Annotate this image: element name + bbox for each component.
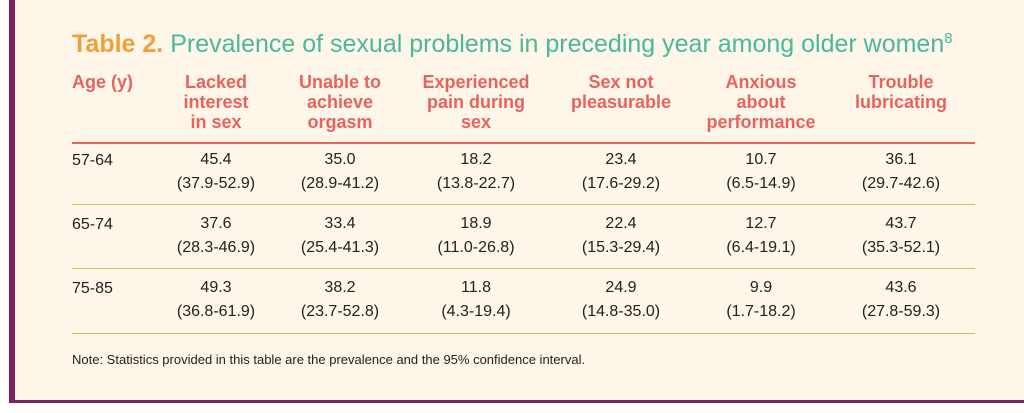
prevalence-value: 24.9 xyxy=(605,279,637,296)
age-cell: 75-85 xyxy=(72,280,113,297)
prevalence-value: 18.2 xyxy=(460,151,492,168)
column-header-2: Unable to achieve orgasm xyxy=(298,72,381,132)
prevalence-value: 49.3 xyxy=(200,279,232,296)
confidence-interval: (27.8-59.3) xyxy=(861,303,941,320)
data-cell: 22.4 (15.3-29.4) xyxy=(551,214,691,258)
data-cell: 11.8 (4.3-19.4) xyxy=(406,278,546,322)
data-cell: 18.2 (13.8-22.7) xyxy=(406,150,546,194)
prevalence-value: 18.9 xyxy=(460,215,492,232)
confidence-interval: (23.7-52.8) xyxy=(300,303,380,320)
table-panel: Table 2. Prevalence of sexual problems i… xyxy=(9,0,1024,403)
data-cell: 36.1 (29.7-42.6) xyxy=(831,150,971,194)
confidence-interval: (36.8-61.9) xyxy=(176,303,256,320)
row-divider xyxy=(72,268,975,269)
data-cell: 37.6 (28.3-46.9) xyxy=(146,214,286,258)
reference-marker: 8 xyxy=(944,30,953,47)
data-cell: 23.4 (17.6-29.2) xyxy=(551,150,691,194)
row-divider xyxy=(72,333,975,334)
age-cell: 65-74 xyxy=(72,216,113,233)
confidence-interval: (13.8-22.7) xyxy=(436,175,516,192)
data-cell: 49.3 (36.8-61.9) xyxy=(146,278,286,322)
confidence-interval: (4.3-19.4) xyxy=(441,303,511,320)
prevalence-value: 35.0 xyxy=(324,151,356,168)
confidence-interval: (11.0-26.8) xyxy=(437,239,515,256)
age-cell: 57-64 xyxy=(72,152,113,169)
prevalence-value: 22.4 xyxy=(605,215,637,232)
prevalence-value: 43.6 xyxy=(885,279,917,296)
data-cell: 12.7 (6.4-19.1) xyxy=(691,214,831,258)
prevalence-value: 37.6 xyxy=(200,215,232,232)
data-cell: 10.7 (6.5-14.9) xyxy=(691,150,831,194)
confidence-interval: (14.8-35.0) xyxy=(581,303,661,320)
data-cell: 18.9 (11.0-26.8) xyxy=(406,214,546,258)
column-header-1: Lacked interest in sex xyxy=(183,72,249,132)
confidence-interval: (1.7-18.2) xyxy=(726,303,796,320)
row-divider xyxy=(72,204,975,205)
data-cell: 45.4 (37.9-52.9) xyxy=(146,150,286,194)
column-header-5: Anxious about performance xyxy=(706,72,816,132)
confidence-interval: (29.7-42.6) xyxy=(861,175,941,192)
confidence-interval: (6.5-14.9) xyxy=(726,175,796,192)
confidence-interval: (28.3-46.9) xyxy=(176,239,256,256)
data-cell: 43.7 (35.3-52.1) xyxy=(831,214,971,258)
data-cell: 43.6 (27.8-59.3) xyxy=(831,278,971,322)
confidence-interval: (6.4-19.1) xyxy=(726,239,796,256)
data-cell: 9.9 (1.7-18.2) xyxy=(691,278,831,322)
data-cell: 38.2 (23.7-52.8) xyxy=(270,278,410,322)
table-title: Table 2. Prevalence of sexual problems i… xyxy=(72,30,953,59)
data-cell: 33.4 (25.4-41.3) xyxy=(270,214,410,258)
confidence-interval: (37.9-52.9) xyxy=(176,175,256,192)
table-note: Note: Statistics provided in this table … xyxy=(72,352,586,367)
column-header-4: Sex not pleasurable xyxy=(570,72,672,112)
confidence-interval: (35.3-52.1) xyxy=(861,239,941,256)
table-caption: Prevalence of sexual problems in precedi… xyxy=(170,30,945,58)
prevalence-value: 33.4 xyxy=(324,215,356,232)
confidence-interval: (17.6-29.2) xyxy=(581,175,661,192)
prevalence-value: 45.4 xyxy=(200,151,232,168)
prevalence-value: 10.7 xyxy=(745,151,777,168)
prevalence-value: 43.7 xyxy=(885,215,917,232)
column-header-6: Trouble lubricating xyxy=(854,72,947,112)
confidence-interval: (15.3-29.4) xyxy=(581,239,661,256)
data-cell: 24.9 (14.8-35.0) xyxy=(551,278,691,322)
column-header-age: Age (y) xyxy=(72,72,134,92)
prevalence-value: 36.1 xyxy=(885,151,917,168)
prevalence-value: 9.9 xyxy=(749,279,773,296)
confidence-interval: (25.4-41.3) xyxy=(300,239,380,256)
prevalence-value: 11.8 xyxy=(461,279,491,296)
column-header-3: Experienced pain during sex xyxy=(422,72,530,132)
data-cell: 35.0 (28.9-41.2) xyxy=(270,150,410,194)
header-rule xyxy=(72,142,975,144)
confidence-interval: (28.9-41.2) xyxy=(300,175,380,192)
table-number: Table 2. xyxy=(72,30,164,58)
prevalence-value: 23.4 xyxy=(605,151,637,168)
prevalence-value: 38.2 xyxy=(324,279,356,296)
prevalence-value: 12.7 xyxy=(745,215,777,232)
